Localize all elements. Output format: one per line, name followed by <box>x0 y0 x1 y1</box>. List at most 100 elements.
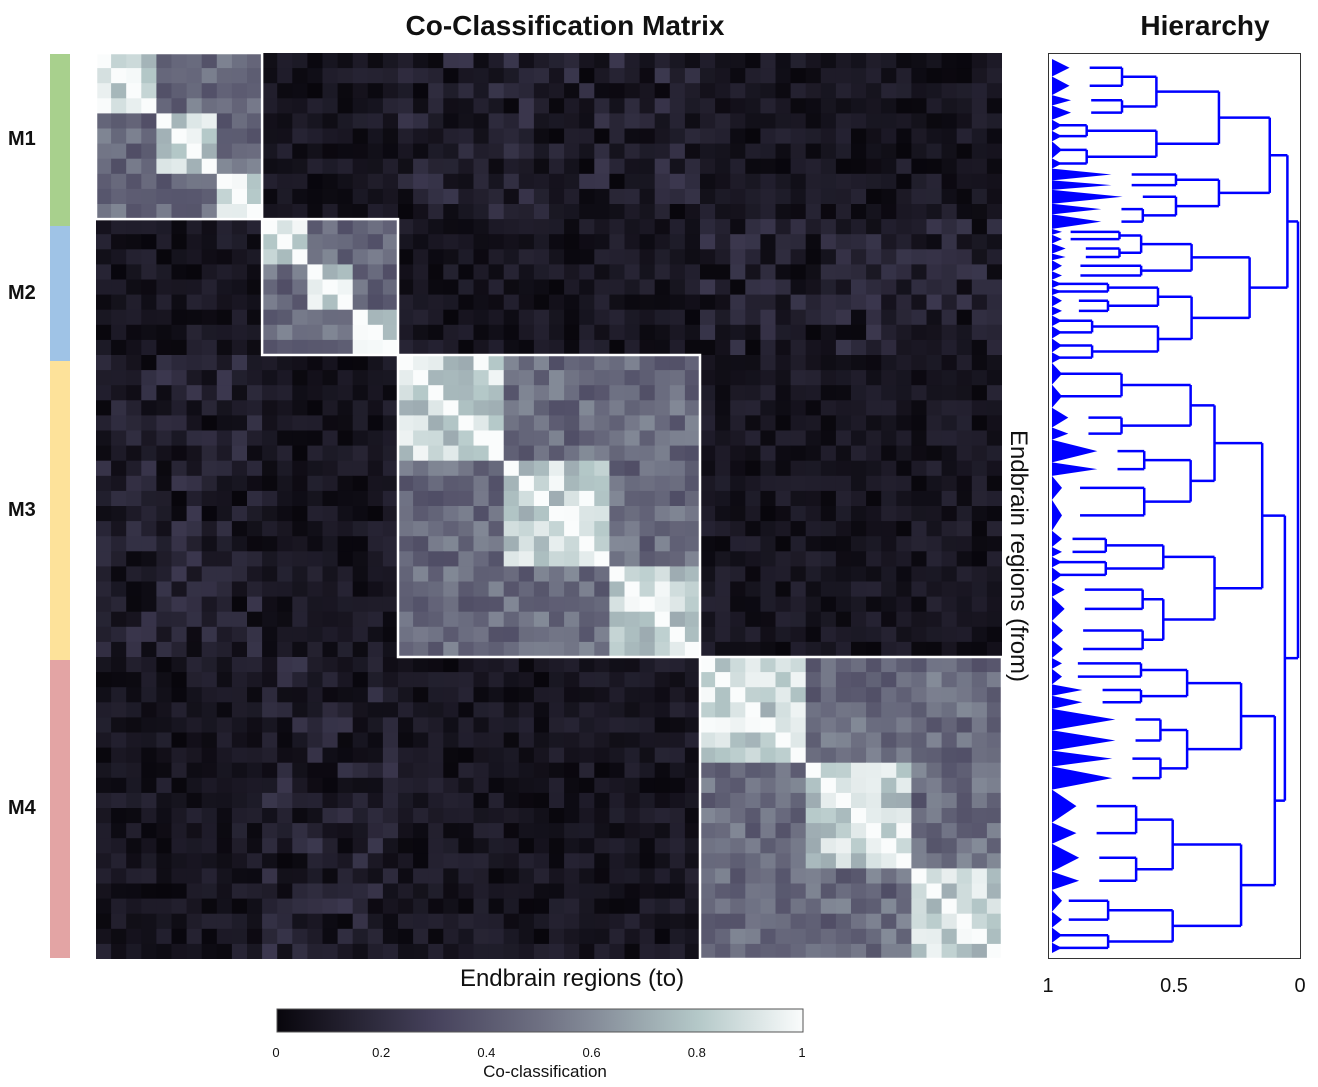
heatmap-cell <box>745 672 761 688</box>
heatmap-cell <box>352 128 369 145</box>
heatmap-cell <box>398 943 414 959</box>
heatmap-cell <box>262 566 278 583</box>
dendrogram-leaf-cluster <box>1052 253 1066 261</box>
heatmap-cell <box>216 853 233 869</box>
heatmap-cell <box>881 370 897 386</box>
heatmap-cell <box>307 324 324 341</box>
heatmap-cell <box>443 536 459 552</box>
dendrogram-leaf-cluster <box>1052 684 1083 696</box>
heatmap-cell <box>986 430 1002 447</box>
heatmap-cell <box>277 641 293 658</box>
heatmap-cell <box>986 732 1002 749</box>
heatmap-cell <box>549 853 565 869</box>
heatmap-cell <box>594 264 610 281</box>
heatmap-cell <box>941 385 958 401</box>
heatmap-cell <box>352 219 369 235</box>
heatmap-cell <box>549 53 565 69</box>
heatmap-cell <box>956 641 973 658</box>
heatmap-cell <box>926 249 943 265</box>
heatmap-cell <box>171 777 188 794</box>
heatmap-cell <box>926 792 943 809</box>
heatmap-cell <box>866 279 882 296</box>
heatmap-cell <box>96 626 112 643</box>
heatmap-cell <box>609 219 626 235</box>
heatmap-cell <box>518 400 535 416</box>
heatmap-cell <box>473 762 490 779</box>
heatmap-cell <box>473 672 490 688</box>
heatmap-cell <box>337 385 354 401</box>
heatmap-cell <box>730 672 746 688</box>
heatmap-cell <box>835 883 852 900</box>
heatmap-cell <box>292 234 308 250</box>
heatmap-cell <box>926 928 943 945</box>
heatmap-cell <box>126 551 142 567</box>
heatmap-cell <box>760 687 777 703</box>
heatmap-cell <box>851 158 867 175</box>
module-strips: M1 M2 M3 M4 <box>0 54 90 958</box>
heatmap-cell <box>111 98 127 114</box>
heatmap-cell <box>881 264 897 281</box>
heatmap-cell <box>835 98 852 114</box>
heatmap-cell <box>896 324 912 341</box>
heatmap-cell <box>684 928 701 945</box>
heatmap-cell <box>624 792 641 809</box>
heatmap-cell <box>881 747 897 764</box>
heatmap-cell <box>639 309 656 326</box>
heatmap-cell <box>216 158 233 175</box>
heatmap-cell <box>337 98 354 114</box>
heatmap-cell <box>262 702 278 718</box>
heatmap-cell <box>443 324 459 341</box>
heatmap-cell <box>231 98 248 114</box>
heatmap-cell <box>216 596 233 613</box>
heatmap-cell <box>322 219 339 235</box>
heatmap-cell <box>639 747 656 764</box>
heatmap-cell <box>156 641 173 658</box>
heatmap-cell <box>624 475 641 492</box>
heatmap-cell <box>684 173 701 190</box>
heatmap-cell <box>956 430 973 447</box>
heatmap-cell <box>820 898 837 915</box>
heatmap-cell <box>292 913 308 930</box>
module-label-m4: M4 <box>8 796 36 819</box>
heatmap-cell <box>201 143 218 160</box>
heatmap-cell <box>171 702 188 718</box>
heatmap-cell <box>247 430 263 447</box>
heatmap-cell <box>941 415 958 432</box>
heatmap-cell <box>579 279 595 296</box>
heatmap-cell <box>201 717 218 734</box>
heatmap-cell <box>473 430 490 447</box>
heatmap-cell <box>458 445 475 462</box>
heatmap-cell <box>760 400 777 416</box>
heatmap-cell <box>428 611 444 628</box>
heatmap-cell <box>715 641 731 658</box>
heatmap-cell <box>126 370 142 386</box>
heatmap-cell <box>533 808 550 824</box>
heatmap-cell <box>911 521 928 537</box>
dendrogram-leaf-cluster <box>1052 582 1065 597</box>
heatmap-cell <box>443 672 459 688</box>
heatmap-cell <box>413 521 429 537</box>
heatmap-cell <box>715 324 731 341</box>
heatmap-cell <box>382 626 399 643</box>
heatmap-cell <box>730 249 746 265</box>
heatmap-cell <box>835 838 852 854</box>
heatmap-cell <box>231 626 248 643</box>
heatmap-cell <box>337 143 354 160</box>
heatmap-cell <box>715 838 731 854</box>
heatmap-cell <box>684 506 701 522</box>
heatmap-cell <box>488 173 505 190</box>
dendrogram-leaf-cluster <box>1052 243 1066 254</box>
heatmap-cell <box>201 460 218 477</box>
heatmap-cell <box>609 53 626 69</box>
heatmap-cell <box>594 445 610 462</box>
heatmap-cell <box>111 143 127 160</box>
heatmap-cell <box>700 536 716 552</box>
heatmap-cell <box>956 853 973 869</box>
heatmap-cell <box>111 521 127 537</box>
heatmap-cell <box>851 747 867 764</box>
heatmap-cell <box>398 294 414 311</box>
heatmap-cell <box>186 460 203 477</box>
heatmap-cell <box>594 883 610 900</box>
heatmap-cell <box>231 762 248 779</box>
heatmap-cell <box>745 611 761 628</box>
